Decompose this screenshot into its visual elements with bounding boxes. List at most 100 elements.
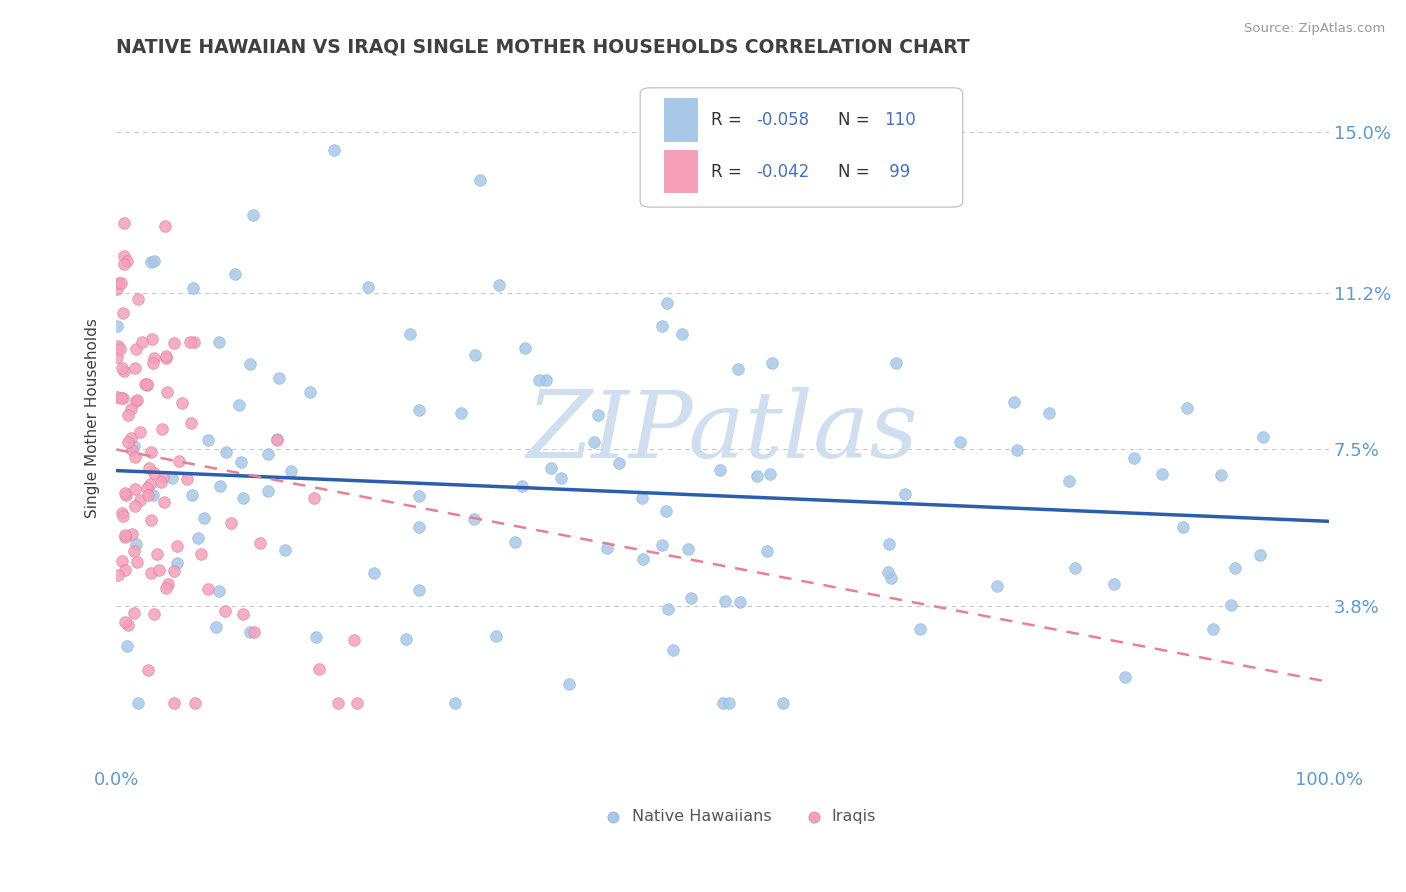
Point (163, 564, 186, 578)
Point (1114, 670, 1136, 684)
Point (150, 422, 173, 436)
Point (197, 434, 219, 448)
Point (179, 335, 201, 350)
Point (114, 615, 136, 629)
Point (166, 556, 188, 570)
Point (714, 593, 737, 607)
Text: N =: N = (838, 162, 875, 180)
Point (651, 538, 673, 552)
Point (141, 445, 163, 459)
Point (108, 343, 131, 357)
Point (138, 461, 160, 475)
Point (121, 443, 143, 458)
Point (139, 255, 162, 269)
Point (122, 607, 145, 621)
Point (138, 488, 160, 502)
Point (1175, 401, 1198, 415)
Point (880, 571, 903, 585)
Text: Iraqis: Iraqis (832, 809, 876, 824)
Point (112, 216, 135, 230)
Point (408, 489, 430, 503)
Point (747, 469, 769, 483)
Point (224, 267, 246, 281)
Point (949, 435, 972, 450)
Point (135, 376, 157, 391)
Point (205, 620, 228, 634)
Point (655, 295, 678, 310)
Point (232, 491, 254, 506)
Point (607, 457, 630, 471)
Point (115, 253, 138, 268)
Point (114, 528, 136, 542)
Point (249, 536, 271, 550)
Point (756, 544, 779, 558)
Point (550, 471, 572, 485)
Point (180, 416, 202, 430)
Point (143, 351, 166, 365)
Point (759, 467, 782, 482)
Point (127, 696, 149, 710)
Point (127, 292, 149, 306)
Point (596, 541, 619, 555)
Point (125, 394, 148, 409)
Point (134, 376, 156, 391)
Point (363, 566, 385, 581)
Point (242, 208, 264, 222)
Point (115, 639, 138, 653)
Point (208, 583, 231, 598)
Text: -0.042: -0.042 (756, 162, 810, 180)
Point (274, 543, 297, 558)
Point (1057, 474, 1080, 488)
Point (114, 563, 136, 577)
Point (651, 318, 673, 333)
Point (536, 373, 558, 387)
Point (280, 464, 302, 478)
Point (681, 591, 703, 606)
Point (112, 364, 135, 378)
Point (153, 219, 176, 233)
Point (229, 455, 252, 469)
Point (155, 581, 177, 595)
Point (505, 535, 527, 549)
Text: 99: 99 (884, 162, 910, 180)
Point (1002, 395, 1025, 409)
Point (228, 398, 250, 412)
Point (485, 629, 508, 643)
Point (142, 466, 165, 480)
Point (117, 435, 139, 450)
Point (112, 509, 135, 524)
Point (678, 541, 700, 556)
Point (408, 403, 430, 417)
Point (107, 339, 129, 353)
Text: ZIPatlas: ZIPatlas (527, 387, 918, 476)
Point (110, 391, 132, 405)
Point (908, 622, 931, 636)
Point (120, 402, 142, 417)
Point (655, 504, 678, 518)
Point (304, 491, 326, 506)
Point (328, 696, 350, 710)
Point (111, 507, 134, 521)
Point (877, 537, 900, 551)
Point (1249, 548, 1271, 562)
Point (1220, 598, 1243, 612)
Point (193, 510, 215, 524)
Point (155, 351, 177, 366)
Point (141, 513, 163, 527)
Point (1253, 430, 1275, 444)
Point (114, 486, 136, 500)
Point (631, 552, 654, 566)
Text: N =: N = (838, 111, 875, 128)
Point (239, 625, 262, 640)
Point (1102, 577, 1125, 591)
Point (343, 633, 366, 648)
Point (108, 276, 131, 290)
Point (142, 607, 165, 621)
Point (197, 582, 219, 596)
Point (727, 362, 749, 376)
Point (107, 390, 129, 404)
Point (148, 563, 170, 577)
FancyBboxPatch shape (640, 87, 963, 207)
Point (187, 532, 209, 546)
Point (308, 662, 330, 676)
